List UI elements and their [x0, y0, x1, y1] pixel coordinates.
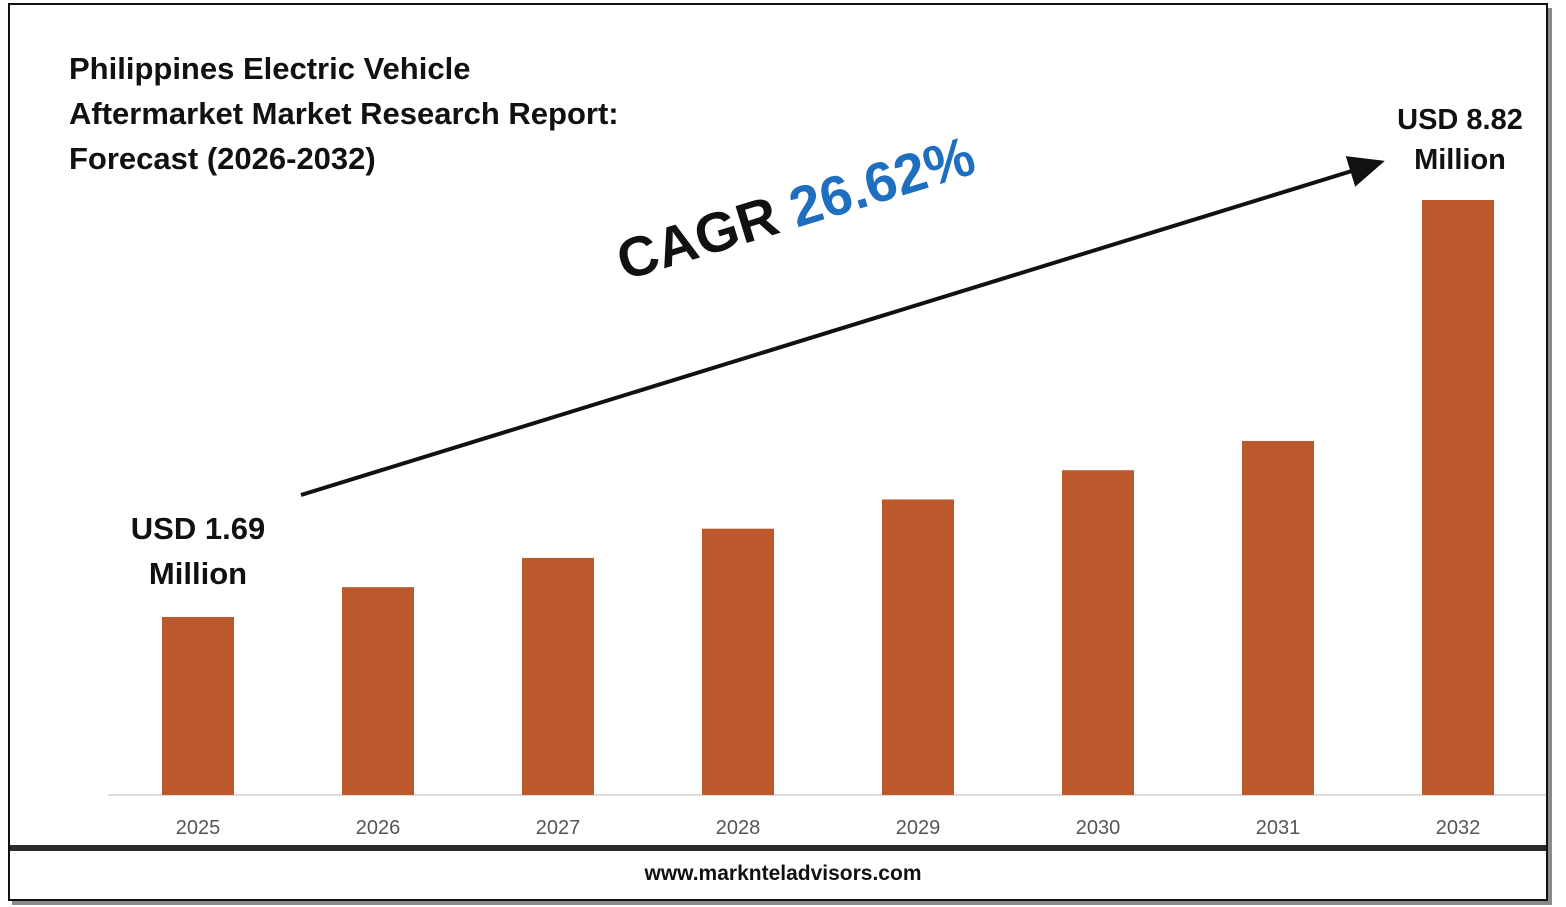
- bar-2031: [1242, 440, 1314, 795]
- end-value-line-2: Million: [1414, 144, 1506, 176]
- bar-2027: [522, 557, 594, 795]
- chart-title: Philippines Electric Vehicle Aftermarket…: [69, 46, 729, 181]
- x-tick-labels: 2025 2026 2027 2028 2029 2030 2031 2032: [176, 817, 1481, 839]
- cagr-arrow: [300, 156, 1385, 497]
- bar-2028: [702, 528, 774, 795]
- bar-2026: [342, 587, 414, 795]
- start-value-label: USD 1.69 Million: [113, 506, 283, 596]
- x-tick-2025: 2025: [176, 817, 221, 839]
- chart-title-line-1: Philippines Electric Vehicle: [69, 51, 471, 86]
- end-value-line-1: USD 8.82: [1397, 104, 1523, 136]
- frame-shadow-bottom: [12, 901, 1552, 905]
- end-value-label: USD 8.82 Million: [1380, 100, 1540, 180]
- x-tick-2029: 2029: [896, 817, 941, 839]
- x-tick-2028: 2028: [716, 817, 761, 839]
- x-tick-2030: 2030: [1076, 817, 1121, 839]
- bar-2025: [162, 617, 234, 795]
- frame-shadow-right: [1548, 8, 1552, 905]
- footer-divider: [10, 845, 1546, 851]
- bar-2032: [1422, 200, 1494, 795]
- start-value-line-1: USD 1.69: [130, 511, 266, 546]
- x-tick-2027: 2027: [536, 817, 581, 839]
- chart-title-line-3: Forecast (2026-2032): [69, 141, 376, 176]
- bars-group: [162, 200, 1494, 795]
- bar-2029: [882, 499, 954, 795]
- footer-url: www.marknteladvisors.com: [644, 862, 922, 885]
- x-tick-2026: 2026: [356, 817, 401, 839]
- start-value-line-2: Million: [148, 556, 248, 591]
- bar-2030: [1062, 470, 1134, 795]
- x-tick-2032: 2032: [1436, 817, 1481, 839]
- chart-title-line-2: Aftermarket Market Research Report:: [69, 96, 619, 131]
- x-tick-2031: 2031: [1256, 817, 1301, 839]
